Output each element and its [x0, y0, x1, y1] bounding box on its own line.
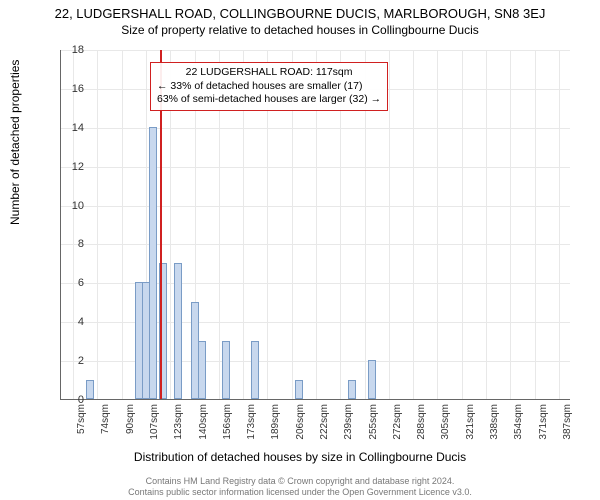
gridline-vertical — [413, 50, 414, 399]
x-axis-label: Distribution of detached houses by size … — [0, 450, 600, 464]
gridline-vertical — [510, 50, 511, 399]
histogram-bar — [174, 263, 182, 399]
xtick-label: 140sqm — [198, 404, 209, 440]
histogram-bar — [86, 380, 94, 399]
y-axis-label: Number of detached properties — [8, 60, 22, 225]
xtick-label: 206sqm — [295, 404, 306, 440]
xtick-label: 156sqm — [222, 404, 233, 440]
xtick-label: 387sqm — [562, 404, 573, 440]
ytick-label: 14 — [54, 122, 84, 134]
xtick-label: 107sqm — [149, 404, 160, 440]
xtick-label: 321sqm — [465, 404, 476, 440]
gridline-vertical — [535, 50, 536, 399]
annotation-line: 63% of semi-detached houses are larger (… — [157, 93, 381, 107]
xtick-label: 272sqm — [392, 404, 403, 440]
ytick-label: 18 — [54, 44, 84, 56]
xtick-label: 90sqm — [125, 404, 136, 434]
chart-container: 22, LUDGERSHALL ROAD, COLLINGBOURNE DUCI… — [0, 0, 600, 500]
ytick-label: 10 — [54, 200, 84, 212]
chart-subtitle: Size of property relative to detached ho… — [0, 21, 600, 37]
footer-line-1: Contains HM Land Registry data © Crown c… — [0, 476, 600, 487]
ytick-label: 6 — [54, 277, 84, 289]
gridline-vertical — [559, 50, 560, 399]
xtick-label: 371sqm — [538, 404, 549, 440]
gridline-vertical — [437, 50, 438, 399]
xtick-label: 189sqm — [270, 404, 281, 440]
histogram-bar — [251, 341, 259, 399]
gridline-vertical — [73, 50, 74, 399]
ytick-label: 8 — [54, 238, 84, 250]
annotation-line: ← 33% of detached houses are smaller (17… — [157, 80, 381, 94]
annotation-box: 22 LUDGERSHALL ROAD: 117sqm← 33% of deta… — [150, 62, 388, 111]
xtick-label: 173sqm — [246, 404, 257, 440]
ytick-label: 16 — [54, 83, 84, 95]
ytick-label: 12 — [54, 161, 84, 173]
footer-attribution: Contains HM Land Registry data © Crown c… — [0, 476, 600, 498]
xtick-label: 57sqm — [76, 404, 87, 434]
xtick-label: 354sqm — [513, 404, 524, 440]
gridline-vertical — [462, 50, 463, 399]
gridline-vertical — [389, 50, 390, 399]
gridline-vertical — [486, 50, 487, 399]
histogram-bar — [295, 380, 303, 399]
xtick-label: 305sqm — [440, 404, 451, 440]
histogram-bar — [368, 360, 376, 399]
footer-line-2: Contains public sector information licen… — [0, 487, 600, 498]
histogram-bar — [198, 341, 206, 399]
xtick-label: 123sqm — [173, 404, 184, 440]
gridline-vertical — [97, 50, 98, 399]
ytick-label: 4 — [54, 316, 84, 328]
xtick-label: 288sqm — [416, 404, 427, 440]
gridline-vertical — [122, 50, 123, 399]
xtick-label: 239sqm — [343, 404, 354, 440]
xtick-label: 338sqm — [489, 404, 500, 440]
histogram-bar — [348, 380, 356, 399]
xtick-label: 222sqm — [319, 404, 330, 440]
histogram-bar — [149, 127, 157, 399]
page-title: 22, LUDGERSHALL ROAD, COLLINGBOURNE DUCI… — [0, 0, 600, 21]
annotation-line: 22 LUDGERSHALL ROAD: 117sqm — [157, 66, 381, 80]
xtick-label: 255sqm — [368, 404, 379, 440]
ytick-label: 2 — [54, 355, 84, 367]
chart-area: 22 LUDGERSHALL ROAD: 117sqm← 33% of deta… — [60, 50, 570, 400]
xtick-label: 74sqm — [100, 404, 111, 434]
histogram-bar — [222, 341, 230, 399]
